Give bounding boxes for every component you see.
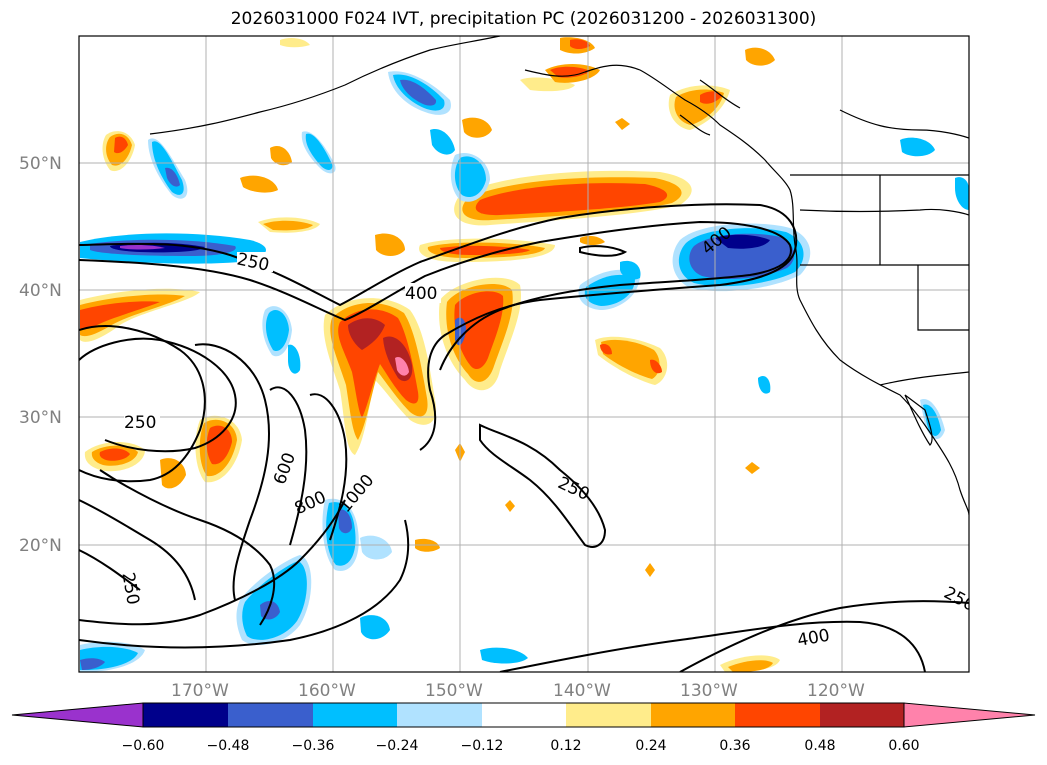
colorbar-segment — [735, 703, 820, 727]
contour-250-east — [479, 423, 607, 548]
ivt-contours — [79, 203, 969, 672]
colorbar-tick-label: 0.24 — [635, 738, 666, 754]
lat-label: 50°N — [19, 154, 62, 174]
precip-shading — [80, 37, 969, 672]
longitude-labels: 170°W 160°W 150°W 140°W 130°W 120°W — [171, 681, 865, 701]
graticule — [79, 36, 969, 672]
colorbar-segment — [313, 703, 397, 727]
contour-label: 400 — [405, 284, 437, 304]
lon-label: 120°W — [807, 681, 865, 701]
contour-250-north — [79, 203, 798, 451]
colorbar-tick-label: 0.36 — [719, 738, 750, 754]
map-area: 250 400 250 600 800 1000 250 250 400 400… — [79, 36, 969, 672]
lat-label: 30°N — [19, 408, 62, 428]
latitude-labels: 50°N 40°N 30°N 20°N — [19, 154, 62, 556]
colorbar-tick-label: 0.60 — [888, 738, 919, 754]
colorbar-segment — [397, 703, 482, 727]
lon-label: 160°W — [298, 681, 356, 701]
lat-label: 20°N — [19, 536, 62, 556]
colorbar: −0.60 −0.48 −0.36 −0.24 −0.12 0.12 0.24 … — [11, 702, 1036, 754]
colorbar-segment — [566, 703, 651, 727]
contour-400-ring — [79, 325, 206, 483]
lon-label: 140°W — [553, 681, 611, 701]
colorbar-tick-label: −0.36 — [292, 738, 335, 754]
contour-250-inner — [79, 337, 237, 453]
contour-400-north — [79, 220, 792, 371]
colorbar-tick-label: −0.24 — [376, 738, 419, 754]
colorbar-tick-label: −0.48 — [207, 738, 250, 754]
colorbar-segment — [482, 703, 566, 727]
colorbar-tick-label: 0.12 — [550, 738, 581, 754]
lon-label: 170°W — [171, 681, 229, 701]
colorbar-extend-high — [903, 702, 1036, 728]
contour-label: 250 — [124, 413, 156, 433]
colorbar-extend-low — [11, 702, 144, 728]
contour-250-south — [79, 499, 346, 626]
lon-label: 150°W — [425, 681, 483, 701]
contour-800 — [269, 386, 308, 546]
lat-label: 40°N — [19, 281, 62, 301]
colorbar-segment — [143, 703, 228, 727]
colorbar-tick-label: −0.12 — [461, 738, 504, 754]
chart-title: 2026031000 F024 IVT, precipitation PC (2… — [230, 9, 817, 29]
colorbar-segment — [651, 703, 735, 727]
colorbar-segment — [820, 703, 904, 727]
coastlines — [149, 36, 969, 516]
colorbar-tick-label: 0.48 — [804, 738, 835, 754]
colorbar-tick-label: −0.60 — [122, 738, 165, 754]
contour-250-southeast — [679, 600, 969, 672]
lon-label: 130°W — [680, 681, 738, 701]
contour-400-south — [499, 620, 926, 672]
map-frame — [78, 35, 970, 673]
contour-600 — [194, 343, 270, 601]
colorbar-segment — [228, 703, 313, 727]
